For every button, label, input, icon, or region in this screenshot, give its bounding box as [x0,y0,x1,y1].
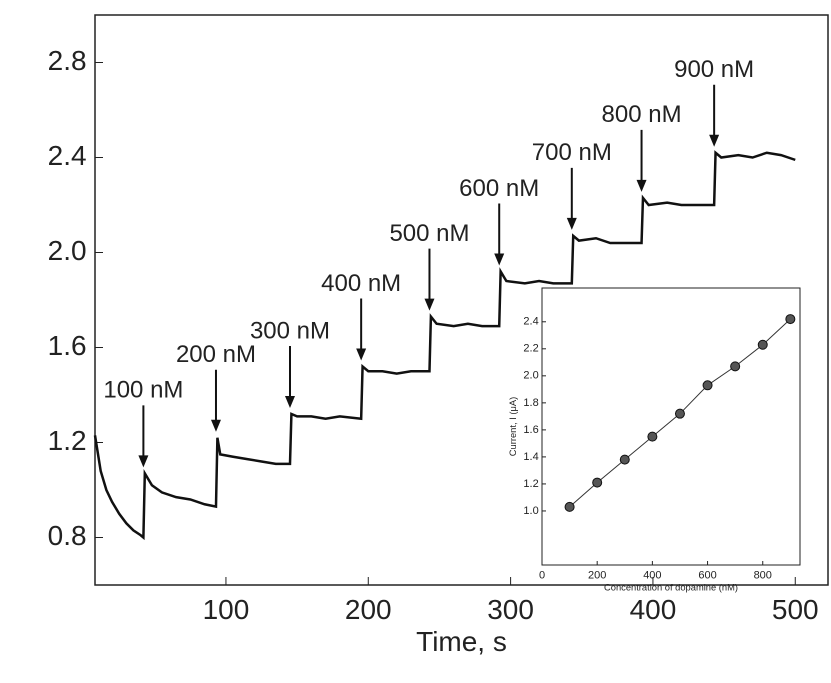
annotation-label: 700 nM [532,139,612,166]
x-tick-label: 200 [345,594,392,625]
annotation-label: 600 nM [459,175,539,202]
annotation-label: 500 nM [389,220,469,247]
annotation-label: 800 nM [602,101,682,128]
annotation-label: 400 nM [321,270,401,297]
data-point [647,431,658,442]
y-tick-label: 2.0 [523,370,538,382]
plot-frame [541,287,801,566]
x-tick-label: 300 [487,594,534,625]
annotation-label: 100 nM [103,377,183,404]
y-tick-label: 1.2 [48,425,87,456]
arrow-head [138,455,149,468]
x-tick-label: 200 [588,569,606,581]
annotation-label: 900 nM [674,56,754,83]
data-point [674,408,685,419]
x-tick-label: 100 [203,594,250,625]
x-axis-label: Time, s [416,626,507,657]
y-axis-label: Current, I (μA) [508,397,518,456]
data-point [757,339,768,350]
y-tick-label: 1.2 [523,478,538,490]
x-tick-label: 600 [698,569,716,581]
y-tick-label: 0.8 [48,520,87,551]
data-point [564,501,575,512]
arrow-head [356,348,367,361]
y-tick-label: 1.0 [523,505,538,517]
data-point [702,380,713,391]
x-tick-label: 800 [754,569,772,581]
y-tick-label: 1.6 [48,330,87,361]
y-tick-label: 2.4 [48,140,87,171]
current-trace [93,150,796,541]
x-tick-label: 0 [539,569,545,581]
y-tick-label: 2.0 [48,235,87,266]
y-tick-label: 1.4 [523,451,538,463]
y-tick-label: 2.4 [523,316,538,328]
arrow-head [284,396,295,408]
data-point [730,361,741,372]
x-tick-label: 500 [772,594,819,625]
data-point [619,454,630,465]
data-point [592,477,603,488]
arrow-head [709,134,720,147]
annotation-label: 300 nM [250,317,330,344]
y-tick-label: 2.8 [48,45,87,76]
arrow-head [636,179,647,192]
arrow-head [494,253,505,266]
y-tick-label: 2.2 [523,343,538,355]
x-axis-label: Concentration of dopamine (nM) [604,583,738,593]
x-tick-label: 400 [630,594,677,625]
x-tick-label: 400 [643,569,661,581]
arrow-head [424,298,435,311]
arrow-head [566,217,577,230]
arrow-head [210,419,221,432]
y-tick-label: 1.8 [523,397,538,409]
data-point [785,314,796,325]
y-tick-label: 1.6 [523,424,538,436]
annotation-label: 200 nM [176,341,256,368]
